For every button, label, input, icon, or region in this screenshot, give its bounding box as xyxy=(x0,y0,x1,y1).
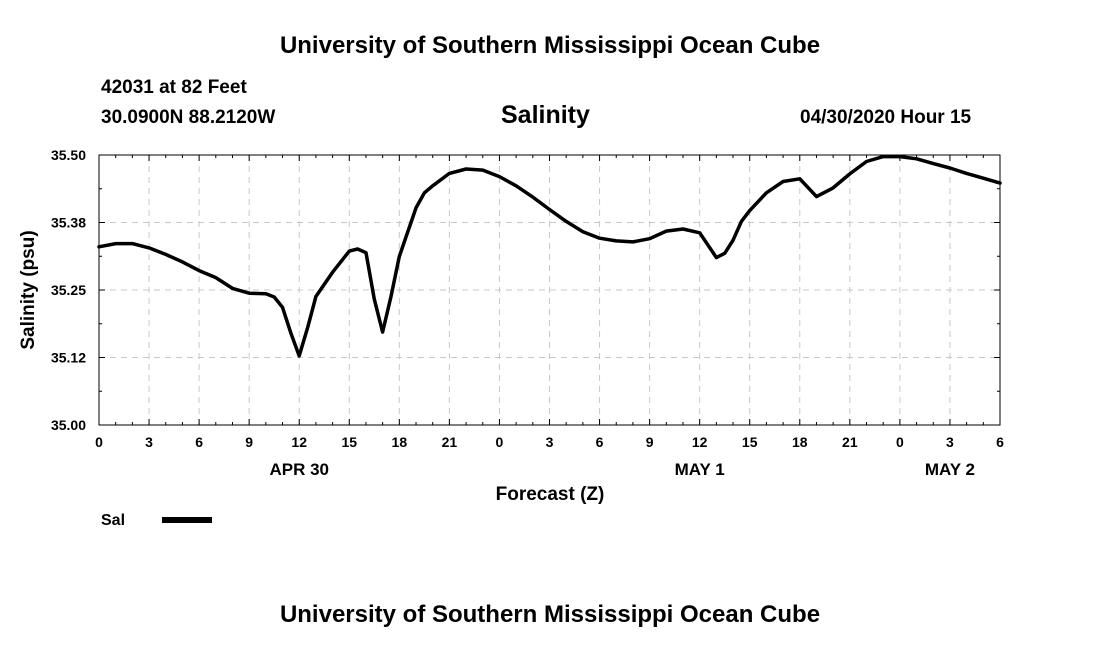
x-tick-label: 3 xyxy=(546,434,554,450)
footer-title: University of Southern Mississippi Ocean… xyxy=(279,601,821,628)
x-day-label: MAY 1 xyxy=(675,460,725,479)
timestamp-label: 04/30/2020 Hour 15 xyxy=(800,107,972,128)
x-tick-label: 18 xyxy=(792,434,808,450)
x-tick-label: 9 xyxy=(646,434,654,450)
x-tick-label: 0 xyxy=(896,434,904,450)
x-tick-label: 3 xyxy=(145,434,153,450)
chart-axes: 0 3 6 9 12 15 18 21 0 3 6 9 12 15 18 21 0 3 6 APR 30 MAY 1 MA… xyxy=(51,147,1004,479)
x-tick-label: 9 xyxy=(245,434,253,450)
x-tick-label: 18 xyxy=(392,434,408,450)
x-tick-label: 0 xyxy=(95,434,103,450)
series-line-sal xyxy=(97,154,1002,358)
y-tick-label: 35.25 xyxy=(51,282,86,298)
x-tick-label: 12 xyxy=(692,434,708,450)
chart-title: Salinity xyxy=(501,101,590,129)
x-tick-label: 6 xyxy=(596,434,604,450)
x-tick-label: 21 xyxy=(842,434,858,450)
location-label: 30.0900N 88.2120W xyxy=(101,107,276,128)
page-title: University of Southern Mississippi Ocean… xyxy=(279,32,821,59)
x-axis-label: Forecast (Z) xyxy=(496,484,605,505)
x-tick-label: 0 xyxy=(496,434,504,450)
x-day-label: MAY 2 xyxy=(925,460,975,479)
station-label: 42031 at 82 Feet xyxy=(101,77,247,98)
x-day-label: APR 30 xyxy=(269,460,329,479)
y-tick-label: 35.50 xyxy=(51,147,86,163)
y-tick-label: 35.38 xyxy=(51,215,86,231)
y-tick-label: 35.12 xyxy=(51,350,86,366)
x-tick-label: 12 xyxy=(291,434,307,450)
y-axis-label: Salinity (psu) xyxy=(18,230,39,349)
legend: Sal xyxy=(101,512,212,529)
x-tick-label: 15 xyxy=(742,434,758,450)
x-tick-label: 3 xyxy=(946,434,954,450)
x-tick-label: 6 xyxy=(195,434,203,450)
chart-grid xyxy=(99,155,1000,425)
legend-label-sal: Sal xyxy=(101,512,125,529)
x-tick-label: 21 xyxy=(442,434,458,450)
x-tick-label: 6 xyxy=(996,434,1004,450)
x-tick-label: 15 xyxy=(341,434,357,450)
y-tick-label: 35.00 xyxy=(51,417,86,433)
